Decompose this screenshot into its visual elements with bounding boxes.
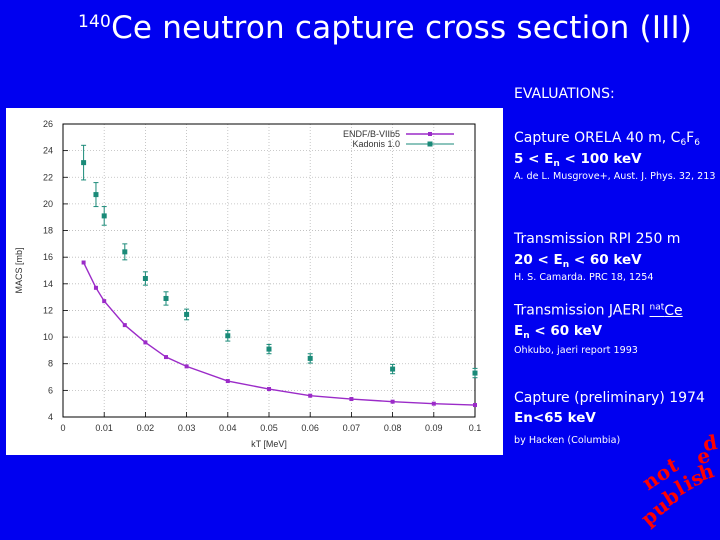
title-superscript: 140 bbox=[78, 12, 112, 32]
eval-3-range: En < 60 keV bbox=[514, 323, 602, 341]
kadonis-point bbox=[184, 311, 190, 317]
y-tick-label: 26 bbox=[43, 119, 53, 129]
y-tick-label: 4 bbox=[48, 412, 53, 422]
x-tick-label: 0.03 bbox=[178, 423, 196, 433]
eval-1-range-sub: n bbox=[553, 159, 560, 169]
eval-1-sub1: 6 bbox=[680, 138, 687, 148]
y-tick-label: 10 bbox=[43, 332, 53, 342]
eval-2-title: Transmission RPI 250 m bbox=[514, 231, 681, 247]
eval-1-range-pre: 5 < E bbox=[514, 151, 554, 167]
eval-1-range-post: < 100 keV bbox=[559, 151, 642, 167]
y-tick-label: 16 bbox=[43, 252, 53, 262]
y-axis-label: MACS [mb] bbox=[14, 247, 24, 293]
eval-3-title-text: Transmission JAERI bbox=[514, 302, 650, 319]
x-tick-label: 0 bbox=[60, 423, 65, 433]
endf-point bbox=[81, 260, 86, 265]
eval-4-title: Capture (preliminary) 1974 bbox=[514, 390, 705, 406]
endf-point bbox=[122, 323, 127, 328]
endf-point bbox=[184, 364, 189, 369]
eval-3-title: Transmission JAERI natCe bbox=[514, 302, 683, 319]
y-tick-label: 8 bbox=[48, 359, 53, 369]
y-tick-label: 24 bbox=[43, 146, 53, 156]
x-tick-label: 0.06 bbox=[301, 423, 319, 433]
eval-1-title-text: Capture ORELA 40 m, C bbox=[514, 130, 681, 146]
x-axis-label: kT [MeV] bbox=[251, 439, 287, 449]
eval-2-range-post: < 60 keV bbox=[569, 252, 642, 268]
y-tick-label: 12 bbox=[43, 305, 53, 315]
kadonis-point bbox=[163, 295, 169, 301]
y-tick-label: 22 bbox=[43, 172, 53, 182]
evaluations-heading: EVALUATIONS: bbox=[514, 86, 615, 102]
kadonis-point bbox=[266, 346, 272, 352]
x-tick-label: 0.01 bbox=[95, 423, 113, 433]
kadonis-point bbox=[390, 366, 396, 372]
legend-marker-kadonis bbox=[427, 141, 433, 147]
y-tick-label: 6 bbox=[48, 385, 53, 395]
legend-marker-endf bbox=[428, 132, 432, 136]
kadonis-point bbox=[93, 192, 99, 198]
endf-line bbox=[82, 262, 476, 406]
x-tick-label: 0.08 bbox=[384, 423, 402, 433]
endf-point bbox=[473, 403, 477, 408]
kadonis-point bbox=[81, 160, 87, 166]
chart-svg: 0 0.01 0.02 0.03 0.04 0.05 0.06 0.07 0.08 0.09 0.1… bbox=[14, 119, 482, 449]
kadonis-point bbox=[101, 213, 107, 219]
eval-3-post: Ce bbox=[664, 302, 683, 319]
eval-1-ref: A. de L. Musgrove+, Aust. J. Phys. 32, 2… bbox=[514, 171, 716, 182]
eval-1-range: 5 < En < 100 keV bbox=[514, 151, 642, 169]
endf-point bbox=[390, 399, 395, 404]
eval-3-ref: Ohkubo, jaeri report 1993 bbox=[514, 345, 638, 356]
x-tick-label: 0.09 bbox=[425, 423, 443, 433]
endf-point bbox=[143, 340, 148, 345]
endf-point bbox=[349, 397, 354, 402]
eval-1-sub2: 6 bbox=[694, 138, 700, 148]
endf-point bbox=[308, 393, 313, 398]
endf-point bbox=[102, 299, 107, 304]
eval-3-sup: nat bbox=[649, 302, 665, 312]
x-tick-label: 0.1 bbox=[469, 423, 482, 433]
endf-point bbox=[267, 387, 271, 392]
eval-3-range-post: < 60 keV bbox=[529, 323, 603, 339]
kadonis-point bbox=[307, 355, 313, 361]
kadonis-point bbox=[142, 275, 148, 281]
endf-point bbox=[225, 379, 230, 384]
eval-2-range-pre: 20 < E bbox=[514, 252, 563, 268]
eval-2-ref: H. S. Camarda. PRC 18, 1254 bbox=[514, 272, 654, 283]
legend-label-kadonis: Kadonis 1.0 bbox=[352, 139, 400, 149]
endf-point bbox=[164, 355, 168, 360]
eval-2-range-sub: n bbox=[562, 260, 570, 270]
eval-1-mid: F bbox=[686, 130, 695, 146]
kadonis-point bbox=[225, 333, 231, 339]
y-tick-label: 20 bbox=[43, 199, 53, 209]
eval-3-isotope: natCe bbox=[649, 302, 683, 319]
eval-3-range-sub: n bbox=[523, 331, 530, 341]
macs-chart: 0 0.01 0.02 0.03 0.04 0.05 0.06 0.07 0.08 0.09 0.1… bbox=[6, 108, 503, 455]
kadonis-point bbox=[472, 370, 478, 376]
x-tick-label: 0.07 bbox=[343, 423, 361, 433]
page-title: 140Ce neutron capture cross section (III… bbox=[78, 10, 692, 46]
stamp-letter-d: d bbox=[701, 429, 719, 457]
x-tick-label: 0.04 bbox=[219, 423, 237, 433]
kadonis-point bbox=[122, 249, 128, 255]
title-text: Ce neutron capture cross section (III) bbox=[111, 10, 693, 46]
eval-1-title: Capture ORELA 40 m, C6F6 bbox=[514, 130, 700, 148]
eval-3-range-pre: E bbox=[514, 323, 524, 339]
x-tick-label: 0.05 bbox=[260, 423, 278, 433]
y-tick-label: 18 bbox=[43, 226, 53, 236]
endf-point bbox=[93, 285, 98, 290]
legend-label-endf: ENDF/B-VIIb5 bbox=[343, 129, 400, 139]
y-tick-label: 14 bbox=[43, 279, 53, 289]
endf-point bbox=[431, 401, 436, 406]
x-tick-label: 0.02 bbox=[137, 423, 155, 433]
eval-4-range: En<65 keV bbox=[514, 410, 596, 426]
eval-4-ref: by Hacken (Columbia) bbox=[514, 435, 621, 446]
eval-2-range: 20 < En < 60 keV bbox=[514, 252, 642, 270]
plot-frame bbox=[62, 123, 476, 418]
